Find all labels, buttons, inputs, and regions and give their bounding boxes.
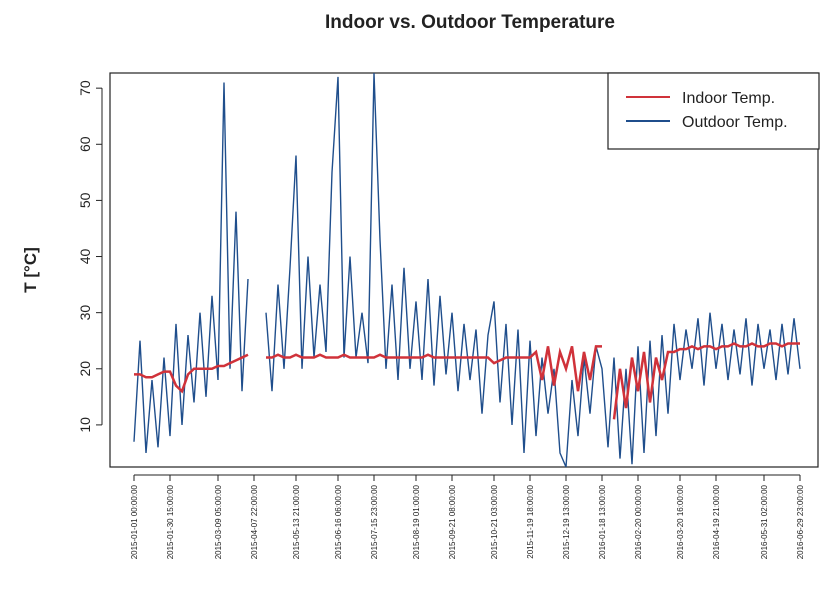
series-line [134, 342, 800, 420]
legend-label: Indoor Temp. [682, 90, 775, 107]
x-tick-label: 2015-01-01 00:00:00 [130, 484, 139, 559]
x-tick-label: 2016-02-20 00:00:00 [634, 484, 643, 559]
series-line [133, 73, 801, 467]
x-tick-label: 2016-04-19 21:00:00 [712, 484, 721, 559]
y-tick-label: 40 [77, 249, 93, 265]
x-tick-label: 2015-09-21 08:00:00 [448, 484, 457, 559]
x-tick-label: 2015-01-30 15:00:00 [166, 484, 175, 559]
x-tick-label: 2016-01-18 13:00:00 [598, 484, 607, 559]
x-tick-label: 2015-12-19 13:00:00 [562, 484, 571, 559]
x-tick-label: 2016-05-31 02:00:00 [760, 484, 769, 559]
x-tick-label: 2015-05-13 21:00:00 [292, 484, 301, 559]
plot-frame [109, 72, 819, 468]
y-tick-label: 10 [77, 417, 93, 433]
y-tick-label: 60 [77, 136, 93, 152]
x-tick-label: 2015-03-09 05:00:00 [214, 484, 223, 559]
x-tick-label: 2015-11-19 18:00:00 [526, 484, 535, 558]
chart-title: Indoor vs. Outdoor Temperature [325, 12, 615, 33]
x-tick-label: 2015-08-19 01:00:00 [412, 484, 421, 559]
y-tick-label: 20 [77, 361, 93, 377]
y-axis-label: T [°C] [21, 247, 40, 293]
x-tick-label: 2015-04-07 22:00:00 [250, 484, 259, 559]
legend-box [607, 72, 820, 150]
x-tick-label: 2016-06-29 23:00:00 [796, 484, 805, 559]
y-tick-label: 50 [77, 192, 93, 208]
y-tick-label: 70 [77, 80, 93, 96]
x-tick-label: 2015-10-21 03:00:00 [490, 484, 499, 559]
x-tick-label: 2015-07-15 23:00:00 [370, 484, 379, 559]
y-tick-label: 30 [77, 305, 93, 321]
x-tick-label: 2016-03-20 16:00:00 [676, 484, 685, 559]
legend-label: Outdoor Temp. [682, 114, 788, 131]
x-tick-label: 2015-06-16 06:00:00 [334, 484, 343, 559]
